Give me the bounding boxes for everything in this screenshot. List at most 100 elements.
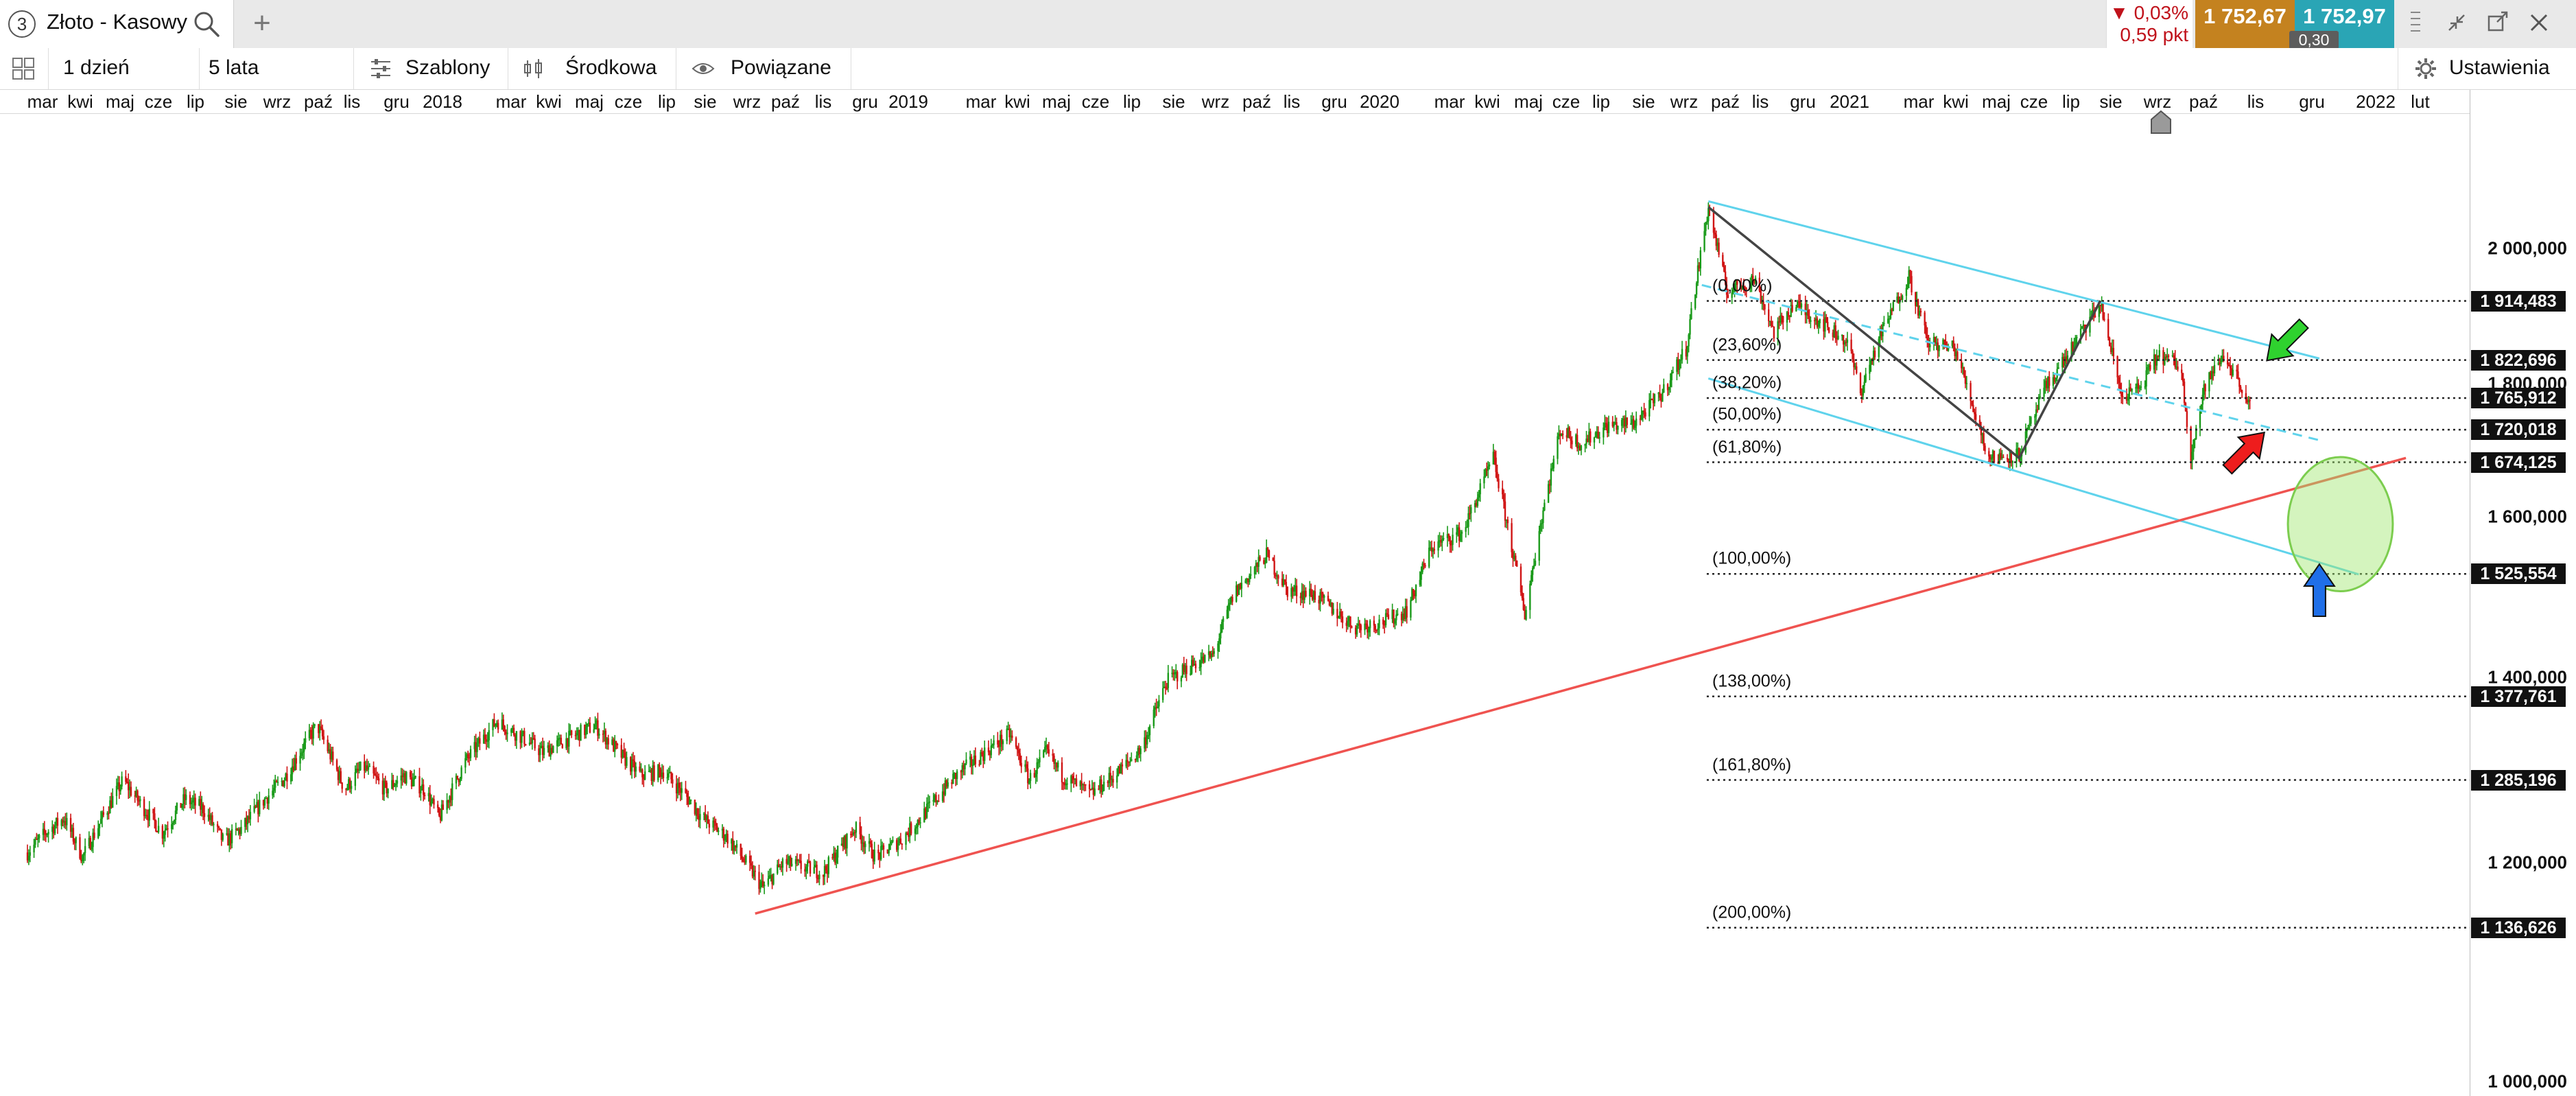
candle-body [1575,434,1577,445]
candle-body [1181,664,1184,678]
close-icon[interactable] [2523,7,2555,38]
candle-body [1594,432,1597,438]
candle-body [606,738,608,745]
month-tick-label: paź [1242,91,1271,112]
time-axis: mar kwi maj cze lip sie wrz paź lis gru 2018 mar kwi… [0,90,2470,114]
interval-selector[interactable]: 1 dzień [48,48,200,89]
candle-body [1117,766,1120,776]
time-cursor-marker[interactable] [2151,110,2171,135]
add-tab-button[interactable]: + [244,5,281,43]
candle-body [1800,303,1803,307]
candle-body [1588,431,1590,443]
candle-body [754,870,756,872]
candle-body [338,771,341,780]
candle-body [914,828,917,834]
candle-body [918,819,920,823]
candle-body [1933,336,1935,345]
candle-body [1833,325,1835,338]
candle-body [548,745,550,757]
candle-body [1506,520,1509,524]
candle-body [1616,421,1618,430]
candle-body [1487,466,1489,471]
popout-icon[interactable] [2482,7,2514,38]
candle-body [2112,347,2115,357]
spread-badge: 0,30 [2289,31,2339,49]
candle-body [964,763,966,769]
candle-body [620,745,623,758]
menu-icon[interactable] [2400,7,2431,38]
search-icon[interactable] [191,8,222,40]
candle-body [1384,613,1387,625]
templates-button[interactable]: Szablony [353,48,508,89]
candle-body [26,852,29,861]
candle-body [657,765,659,780]
candle-body [1432,548,1434,552]
candle-body [1630,423,1632,425]
candle-body [675,783,678,793]
candle-body [1015,738,1017,747]
chart-type-button[interactable]: Środkowa [508,48,676,89]
candle-body [2118,377,2120,384]
candle-body [797,860,800,861]
candle-body [713,820,716,823]
candle-body [648,771,650,773]
candle-body [427,793,430,797]
range-selector[interactable]: 5 lata [199,48,354,89]
candle-body [721,828,724,831]
candle-body [1639,418,1642,420]
annotation-arrow-ee1d1d [2222,431,2266,475]
candle-body [302,751,304,753]
candle-body [515,731,518,741]
candle-body [726,833,729,844]
collapse-icon[interactable] [2441,7,2472,38]
related-button[interactable]: Powiązane [676,48,851,89]
candle-body [2006,458,2009,460]
candle-body [2009,451,2011,463]
candle-body [1479,483,1481,495]
candle-body [207,815,209,817]
bid-price: 1 752,67 [2203,4,2287,28]
candle-body [72,828,75,842]
candle-body [1670,372,1673,381]
candle-body [1239,583,1242,589]
layout-button[interactable] [0,48,49,89]
candle-body [99,819,102,824]
candle-body [2030,417,2032,424]
candle-body [1415,585,1417,596]
settings-button[interactable]: Ustawienia [2398,48,2576,89]
price-chart[interactable] [0,113,2470,1096]
candle-body [1947,345,1950,351]
candle-body [82,853,85,856]
candle-body [1552,458,1555,469]
month-tick-label: wrz [733,91,761,112]
candle-body [190,802,193,804]
candle-body [969,756,971,760]
candle-body [182,794,185,804]
candle-body [1217,643,1219,651]
candle-body [2001,456,2003,458]
candle-body [1264,563,1266,564]
candle-body [1998,453,2000,464]
tab-zloto[interactable]: 3 Złoto - Kasowy [0,0,234,48]
candle-body [1036,762,1038,774]
candle-body [2065,356,2068,362]
month-tick-label: kwi [67,91,93,112]
candle-body [1845,342,1847,343]
candle-body [1974,414,1977,420]
candle-body [1690,308,1692,319]
candle-body [432,799,434,801]
candle-body [899,838,902,844]
candle-body [1400,614,1403,620]
candle-body [1458,527,1461,541]
candle-body [1007,728,1009,730]
sell-button[interactable]: 1 752,67 [2195,0,2295,48]
candle-body [1764,304,1766,310]
candle-body [410,777,413,786]
candle-body [672,779,674,784]
candle-body [1781,315,1783,317]
candle-body [1204,655,1206,662]
month-tick-label: maj [575,91,604,112]
candle-body [437,804,439,808]
candle-body [1220,632,1222,639]
candle-body [257,802,259,815]
